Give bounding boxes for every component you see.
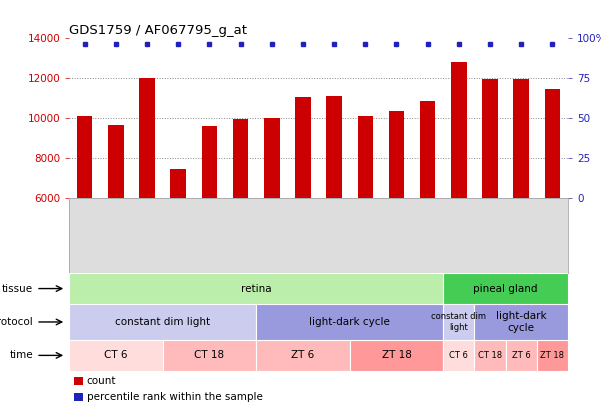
Bar (74, 377, 83, 385)
Bar (74, 393, 83, 401)
Bar (443, 273, 568, 304)
Text: percentile rank within the sample: percentile rank within the sample (87, 392, 263, 402)
Bar (443, 304, 474, 340)
Bar (482, 79, 498, 198)
Text: ZT 18: ZT 18 (382, 350, 412, 360)
Bar (389, 111, 404, 198)
Text: GDS1759 / AF067795_g_at: GDS1759 / AF067795_g_at (69, 24, 247, 37)
Text: light-dark cycle: light-dark cycle (310, 317, 390, 327)
Bar (69, 273, 443, 304)
Bar (201, 126, 217, 198)
Bar (171, 169, 186, 198)
Bar (420, 102, 436, 198)
Text: ZT 6: ZT 6 (291, 350, 314, 360)
Bar (350, 340, 443, 371)
Text: CT 6: CT 6 (450, 351, 468, 360)
Text: constant dim light: constant dim light (115, 317, 210, 327)
Text: time: time (10, 350, 33, 360)
Text: CT 18: CT 18 (478, 351, 502, 360)
Bar (139, 79, 155, 198)
Text: pineal gland: pineal gland (474, 284, 538, 294)
Bar (69, 304, 256, 340)
Bar (474, 340, 505, 371)
Text: tissue: tissue (2, 284, 33, 294)
Bar (256, 304, 443, 340)
Text: retina: retina (241, 284, 272, 294)
Bar (233, 119, 248, 198)
Bar (451, 62, 466, 198)
Bar (326, 96, 342, 198)
Bar (443, 340, 474, 371)
Text: light-dark
cycle: light-dark cycle (496, 311, 546, 333)
Bar (264, 118, 279, 198)
Bar (537, 340, 568, 371)
Bar (256, 340, 350, 371)
Text: count: count (87, 376, 116, 386)
Text: CT 18: CT 18 (194, 350, 224, 360)
Bar (295, 98, 311, 198)
Bar (69, 340, 163, 371)
Text: ZT 6: ZT 6 (512, 351, 531, 360)
Bar (474, 304, 568, 340)
Bar (505, 340, 537, 371)
Text: CT 6: CT 6 (104, 350, 127, 360)
Text: constant dim
light: constant dim light (432, 312, 486, 332)
Bar (77, 117, 93, 198)
Text: ZT 18: ZT 18 (540, 351, 564, 360)
Bar (513, 79, 529, 198)
Bar (545, 90, 560, 198)
Text: protocol: protocol (0, 317, 33, 327)
Bar (358, 117, 373, 198)
Bar (163, 340, 256, 371)
Bar (108, 126, 124, 198)
